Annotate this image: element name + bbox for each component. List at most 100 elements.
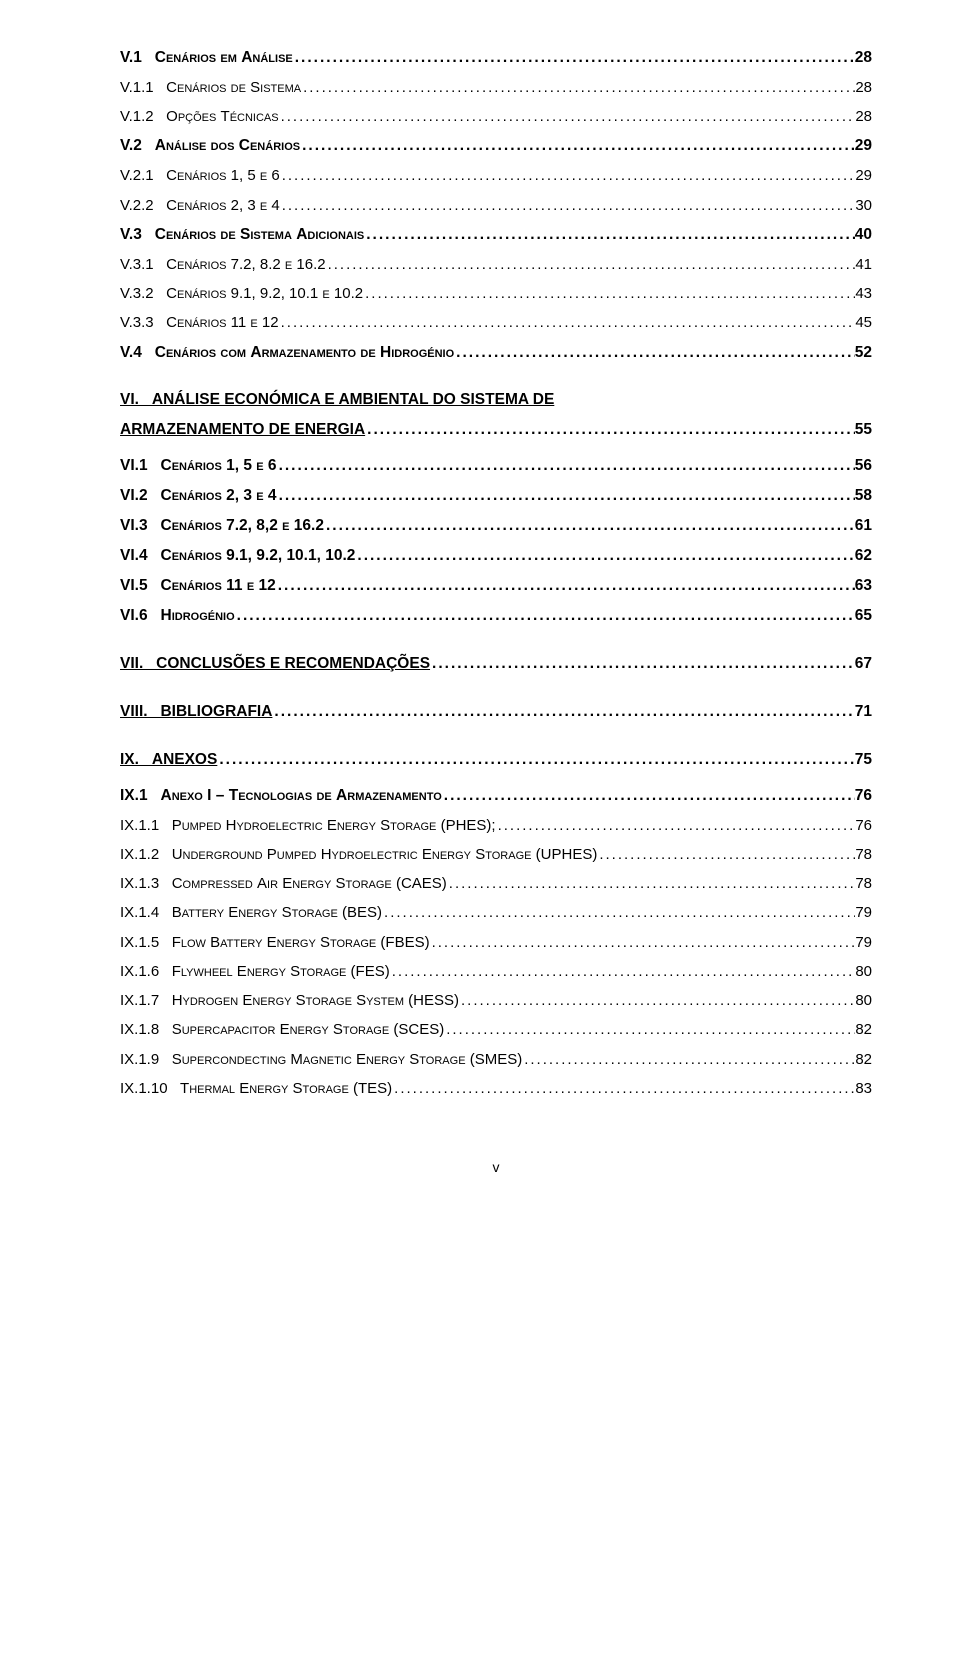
toc-leader-dots (301, 78, 855, 98)
toc-entry: V.2.1 Cenários 1, 5 e 629 (120, 166, 872, 186)
toc-leader-dots (522, 1050, 855, 1070)
toc-label: V.3.3 Cenários 11 e 12 (120, 313, 279, 333)
toc-label: VIII. BIBLIOGRAFIA (120, 702, 272, 723)
toc-entry: IX.1.9 Supercondecting Magnetic Energy S… (120, 1050, 872, 1070)
toc-entry: V.4 Cenários com Armazenamento de Hidrog… (120, 343, 872, 364)
toc-label: V.2.2 Cenários 2, 3 e 4 (120, 196, 280, 216)
toc-entry: IX. ANEXOS 75 (120, 750, 872, 771)
toc-leader-dots (326, 255, 856, 275)
toc-page-number: 52 (855, 343, 872, 364)
toc-entry: VI.3 Cenários 7.2, 8,2 e 16.261 (120, 516, 872, 537)
toc-leader-dots (430, 654, 855, 675)
toc-page-number: 28 (855, 48, 872, 69)
toc-leader-dots (447, 874, 856, 894)
toc-page-number: 79 (855, 933, 872, 953)
toc-entry: IX.1.2 Underground Pumped Hydroelectric … (120, 845, 872, 865)
toc-page-number: 78 (855, 874, 872, 894)
toc-entry: VI.6 Hidrogénio 65 (120, 606, 872, 627)
toc-leader-dots (355, 546, 854, 567)
toc-leader-dots (280, 166, 856, 186)
toc-gap (120, 372, 872, 390)
toc-leader-dots (276, 576, 855, 597)
toc-page-number: 56 (855, 456, 872, 477)
toc-page-number: 62 (855, 546, 872, 567)
toc-label: VI.6 Hidrogénio (120, 606, 235, 627)
toc-label: VI.3 Cenários 7.2, 8,2 e 16.2 (120, 516, 324, 537)
toc-leader-dots (300, 136, 855, 157)
toc-leader-dots (277, 456, 855, 477)
toc-page-number: 28 (855, 78, 872, 98)
toc-label: V.3.1 Cenários 7.2, 8.2 e 16.2 (120, 255, 326, 275)
toc-leader-dots (442, 786, 855, 807)
toc-entry: V.3.2 Cenários 9.1, 9.2, 10.1 e 10.2 43 (120, 284, 872, 304)
toc-label: VII. CONCLUSÕES E RECOMENDAÇÕES (120, 654, 430, 675)
toc-label: IX.1.3 Compressed Air Energy Storage (CA… (120, 874, 447, 894)
toc-leader-dots (272, 702, 854, 723)
toc-leader-dots (279, 107, 856, 127)
toc-entry: IX.1 Anexo I – Tecnologias de Armazename… (120, 786, 872, 807)
toc-page-number: 55 (855, 420, 872, 441)
toc-label: VI. ANÁLISE ECONÓMICA E AMBIENTAL DO SIS… (120, 390, 554, 411)
toc-entry: IX.1.5 Flow Battery Energy Storage (FBES… (120, 933, 872, 953)
toc-label: IX.1.5 Flow Battery Energy Storage (FBES… (120, 933, 430, 953)
toc-page-number: 28 (855, 107, 872, 127)
toc-page-number: 78 (855, 845, 872, 865)
toc-leader-dots (392, 1079, 855, 1099)
toc-page-number: 76 (855, 816, 872, 836)
toc-entry: V.3.1 Cenários 7.2, 8.2 e 16.2 41 (120, 255, 872, 275)
toc-leader-dots (235, 606, 855, 627)
toc-page-number: 82 (855, 1020, 872, 1040)
toc-leader-dots (459, 991, 855, 1011)
toc-leader-dots (390, 962, 856, 982)
toc-entry: V.1 Cenários em Análise28 (120, 48, 872, 69)
toc-page-number: 41 (855, 255, 872, 275)
toc-label: V.2 Análise dos Cenários (120, 136, 300, 157)
toc-leader-dots (279, 313, 856, 333)
toc-page-number: 45 (855, 313, 872, 333)
toc-entry: VI.5 Cenários 11 e 1263 (120, 576, 872, 597)
toc-label: V.4 Cenários com Armazenamento de Hidrog… (120, 343, 454, 364)
toc-label: V.3 Cenários de Sistema Adicionais (120, 225, 364, 246)
table-of-contents: V.1 Cenários em Análise28 V.1.1 Cenários … (120, 48, 872, 1099)
toc-page-number: 29 (855, 166, 872, 186)
toc-label: V.1.2 Opções Técnicas (120, 107, 279, 127)
toc-page-number: 43 (855, 284, 872, 304)
toc-page-number: 40 (855, 225, 872, 246)
toc-leader-dots (597, 845, 855, 865)
toc-entry: V.1.1 Cenários de Sistema28 (120, 78, 872, 98)
toc-label: IX. ANEXOS (120, 750, 217, 771)
toc-leader-dots (363, 284, 855, 304)
toc-gap (120, 732, 872, 750)
toc-label: VI.2 Cenários 2, 3 e 4 (120, 486, 277, 507)
toc-entry: IX.1.4 Battery Energy Storage (BES)79 (120, 903, 872, 923)
toc-leader-dots (430, 933, 856, 953)
toc-entry: VIII. BIBLIOGRAFIA71 (120, 702, 872, 723)
toc-leader-dots (277, 486, 855, 507)
toc-entry: VI.1 Cenários 1, 5 e 656 (120, 456, 872, 477)
toc-label: IX.1.8 Supercapacitor Energy Storage (SC… (120, 1020, 444, 1040)
toc-entry: ARMAZENAMENTO DE ENERGIA55 (120, 420, 872, 441)
toc-entry: IX.1.3 Compressed Air Energy Storage (CA… (120, 874, 872, 894)
toc-page-number: 75 (855, 750, 872, 771)
toc-label: IX.1 Anexo I – Tecnologias de Armazename… (120, 786, 442, 807)
toc-label: IX.1.4 Battery Energy Storage (BES) (120, 903, 382, 923)
toc-leader-dots (444, 1020, 855, 1040)
toc-page-number: 80 (855, 962, 872, 982)
toc-leader-dots (324, 516, 855, 537)
toc-gap (120, 684, 872, 702)
toc-page-number: 30 (855, 196, 872, 216)
toc-page-number: 76 (855, 786, 872, 807)
toc-leader-dots (364, 225, 855, 246)
toc-page-number: 65 (855, 606, 872, 627)
toc-entry: IX.1.8 Supercapacitor Energy Storage (SC… (120, 1020, 872, 1040)
toc-entry: IX.1.1 Pumped Hydroelectric Energy Stora… (120, 816, 872, 836)
toc-entry: VII. CONCLUSÕES E RECOMENDAÇÕES67 (120, 654, 872, 675)
toc-entry: V.3.3 Cenários 11 e 12 45 (120, 313, 872, 333)
toc-label: VI.5 Cenários 11 e 12 (120, 576, 276, 597)
toc-label: V.3.2 Cenários 9.1, 9.2, 10.1 e 10.2 (120, 284, 363, 304)
toc-entry: IX.1.10 Thermal Energy Storage (TES)83 (120, 1079, 872, 1099)
toc-entry: V.1.2 Opções Técnicas 28 (120, 107, 872, 127)
toc-entry: VI. ANÁLISE ECONÓMICA E AMBIENTAL DO SIS… (120, 390, 872, 411)
toc-page-number: 83 (855, 1079, 872, 1099)
toc-entry: VI.2 Cenários 2, 3 e 458 (120, 486, 872, 507)
